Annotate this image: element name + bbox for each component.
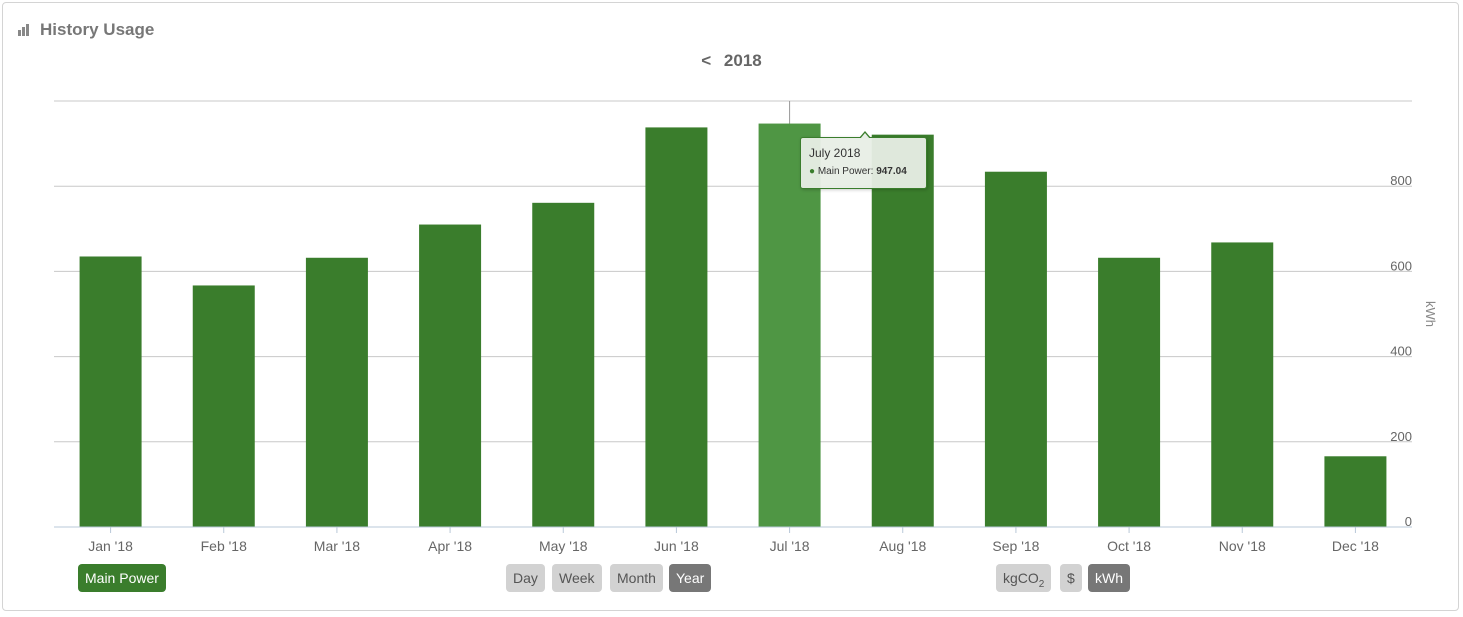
bar-6 [645, 127, 708, 528]
bar-4 [419, 224, 482, 528]
x-tick-label: Nov '18 [1219, 538, 1266, 554]
tooltip-value: 947.04 [876, 166, 907, 177]
y-tick-label: 0 [1405, 514, 1412, 529]
x-tick-label: Jan '18 [88, 538, 133, 554]
bar-8 [871, 134, 934, 528]
y-tick-label: 400 [1390, 344, 1412, 359]
bar-5 [532, 202, 595, 527]
tooltip-row: ● Main Power: 947.04 [809, 166, 918, 177]
y-axis-title: kWh [1423, 301, 1438, 327]
x-tick-label: Apr '18 [428, 538, 472, 554]
x-tick-label: Mar '18 [314, 538, 360, 554]
y-tick-label: 600 [1390, 258, 1412, 273]
y-tick-label: 200 [1390, 429, 1412, 444]
unit-kgco2-button[interactable]: kgCO2 [996, 564, 1052, 592]
x-tick-label: Aug '18 [879, 538, 926, 554]
x-tick-label: May '18 [539, 538, 588, 554]
legend-main-power-button[interactable]: Main Power [78, 564, 166, 592]
bar-11 [1211, 242, 1274, 527]
x-tick-label: Oct '18 [1107, 538, 1151, 554]
bar-1 [79, 256, 142, 527]
unit-kgco2-subscript: 2 [1038, 578, 1045, 590]
range-week-button[interactable]: Week [552, 564, 602, 592]
x-tick-label: Sep '18 [992, 538, 1039, 554]
series-dot-icon: ● [809, 166, 816, 177]
tooltip-title: July 2018 [809, 146, 861, 160]
unit-kgco2-label: kgCO [1003, 570, 1039, 586]
y-tick-label: 800 [1390, 173, 1412, 188]
unit-kwh-button[interactable]: kWh [1088, 564, 1130, 592]
x-tick-label: Jun '18 [654, 538, 699, 554]
x-tick-label: Feb '18 [201, 538, 247, 554]
range-month-button[interactable]: Month [610, 564, 663, 592]
bar-2 [192, 285, 255, 527]
tooltip-series-name: Main Power: [817, 166, 874, 177]
panel-header: History Usage [18, 20, 154, 40]
range-day-button[interactable]: Day [506, 564, 545, 592]
chart-tooltip: July 2018 ● Main Power: 947.04 [800, 131, 927, 189]
unit-dollar-button[interactable]: $ [1060, 564, 1082, 592]
panel-title: History Usage [40, 20, 155, 39]
bar-12 [1324, 456, 1387, 527]
previous-period-button[interactable]: < [701, 51, 712, 70]
range-year-button[interactable]: Year [669, 564, 712, 592]
x-tick-label: Jul '18 [770, 538, 810, 554]
x-tick-label: Dec '18 [1332, 538, 1379, 554]
bar-chart-icon [18, 24, 32, 36]
bar-10 [1098, 257, 1161, 527]
bar-9 [984, 171, 1047, 527]
bar-3 [305, 257, 368, 527]
period-label: 2018 [723, 51, 762, 70]
bar-7 [758, 123, 821, 527]
period-selector: < 2018 [0, 51, 1463, 71]
